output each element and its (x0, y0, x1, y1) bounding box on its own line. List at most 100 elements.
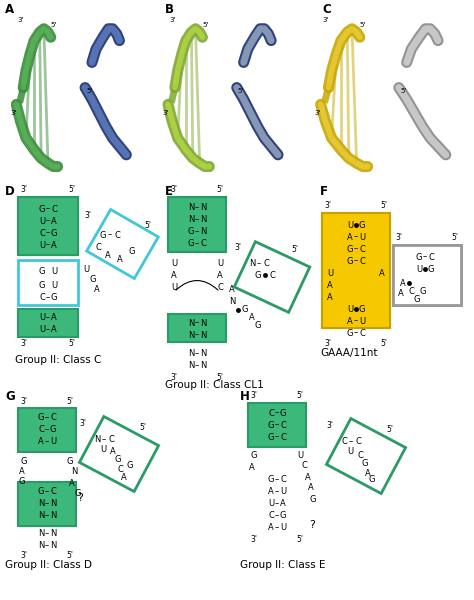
Text: 5': 5' (401, 88, 407, 94)
Bar (18, 260, 78, 305)
Text: –: – (195, 361, 199, 370)
Text: C: C (117, 466, 123, 475)
Text: C: C (38, 425, 44, 434)
Text: G: G (115, 455, 121, 464)
Text: –: – (195, 239, 199, 248)
Text: C: C (268, 511, 274, 520)
Text: G: G (21, 457, 27, 466)
Text: G: G (50, 425, 56, 434)
Text: D: D (5, 185, 15, 198)
Text: N: N (50, 541, 56, 551)
Text: A: A (365, 469, 371, 478)
Text: A: A (69, 479, 75, 488)
Text: B: B (165, 3, 174, 16)
Text: N: N (188, 203, 194, 212)
Text: N: N (188, 331, 194, 340)
Text: 3': 3' (322, 17, 328, 23)
Text: A: A (38, 437, 44, 446)
Text: C: C (268, 409, 274, 418)
Text: –: – (46, 313, 50, 323)
Text: 5': 5' (381, 338, 388, 347)
Bar (168, 314, 226, 342)
Text: A: A (51, 325, 57, 335)
Text: –: – (275, 523, 279, 533)
Text: 5': 5' (69, 340, 75, 349)
Text: N: N (200, 349, 206, 358)
Text: –: – (195, 215, 199, 224)
Text: –: – (46, 217, 50, 226)
Text: G: G (268, 475, 274, 485)
Text: 3': 3' (20, 185, 27, 194)
Text: –: – (102, 436, 106, 445)
Text: 5': 5' (297, 391, 303, 401)
Text: 5': 5' (360, 22, 366, 28)
Text: G: G (255, 322, 261, 331)
Text: –: – (46, 293, 50, 302)
Text: ?: ? (309, 520, 315, 530)
Bar (322, 213, 390, 328)
Text: U: U (171, 259, 177, 269)
Text: –: – (195, 349, 199, 358)
Text: U: U (297, 451, 303, 460)
Text: A: A (105, 251, 111, 259)
Text: 3': 3' (169, 17, 175, 23)
Text: G: G (5, 390, 15, 403)
Text: A: A (268, 523, 274, 533)
Text: N: N (188, 215, 194, 224)
Text: 3': 3' (17, 17, 24, 23)
Text: C: C (51, 205, 57, 214)
Text: G: G (39, 268, 45, 277)
Text: U: U (347, 220, 353, 229)
Text: C: C (263, 259, 269, 269)
Text: G: G (359, 304, 365, 313)
Bar (168, 197, 226, 252)
Text: N: N (38, 529, 44, 539)
Text: 3': 3' (84, 211, 91, 220)
Text: A: A (308, 484, 314, 493)
Text: –: – (275, 511, 279, 520)
Text: –: – (45, 511, 49, 520)
Text: 3': 3' (162, 110, 168, 116)
Text: U: U (280, 487, 286, 497)
Text: A: A (280, 499, 286, 509)
Text: C: C (355, 437, 361, 446)
Text: U: U (39, 241, 45, 250)
Text: A: A (305, 473, 311, 481)
Bar (393, 245, 461, 275)
Text: 3': 3' (325, 338, 331, 347)
Text: N: N (71, 467, 77, 476)
Text: 3': 3' (171, 185, 177, 194)
Bar (87, 209, 158, 278)
Text: 3': 3' (80, 419, 86, 428)
Text: N: N (50, 529, 56, 539)
Text: A: A (327, 292, 333, 301)
Text: G: G (362, 460, 368, 469)
Text: G: G (19, 478, 25, 487)
Text: C: C (322, 3, 331, 16)
Text: A: A (94, 284, 100, 293)
Text: 3': 3' (20, 397, 27, 406)
Text: A: A (398, 289, 404, 298)
Text: –: – (354, 317, 358, 325)
Bar (18, 309, 78, 337)
Text: 3': 3' (235, 244, 241, 253)
Text: 5': 5' (297, 535, 303, 544)
Text: G: G (420, 286, 426, 295)
Text: A: A (5, 3, 14, 16)
Text: N: N (188, 361, 194, 370)
Text: Group II: Class D: Group II: Class D (5, 560, 92, 570)
Text: –: – (275, 421, 279, 430)
Text: U: U (280, 523, 286, 533)
Text: Group II: Class E: Group II: Class E (240, 560, 326, 570)
Text: –: – (195, 319, 199, 328)
Text: 5': 5' (86, 88, 92, 94)
Text: G: G (268, 421, 274, 430)
Text: A: A (229, 286, 235, 295)
Text: 5': 5' (50, 22, 56, 28)
Text: N: N (94, 436, 100, 445)
Text: A: A (217, 271, 223, 280)
Text: 5': 5' (238, 88, 244, 94)
Text: A: A (171, 271, 177, 280)
Text: A: A (51, 241, 57, 250)
Text: F: F (320, 185, 328, 198)
